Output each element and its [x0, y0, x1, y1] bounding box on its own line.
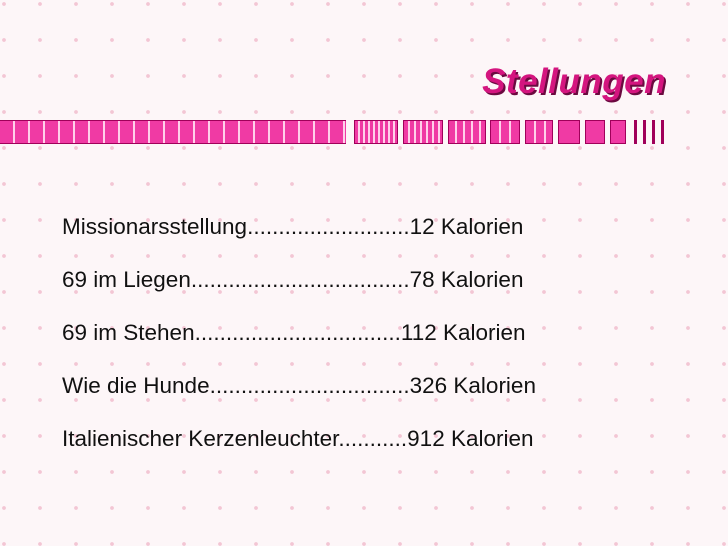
list-item: Italienischer Kerzenleuchter...........9…	[62, 426, 534, 451]
stripe-segment	[354, 120, 398, 144]
stripe-line	[661, 120, 664, 144]
stripe-segment	[403, 120, 443, 144]
stripe-segment	[525, 120, 553, 144]
stripe-segment	[610, 120, 626, 144]
decorative-stripe-bar	[0, 120, 668, 144]
stripe-segment	[585, 120, 605, 144]
list-item: 69 im Liegen............................…	[62, 267, 524, 292]
stripe-segment	[448, 120, 486, 144]
stripe-line	[634, 120, 637, 144]
list-item: 69 im Stehen............................…	[62, 320, 526, 345]
stripe-line	[643, 120, 646, 144]
list-item: Missionarsstellung......................…	[62, 214, 524, 239]
stripe-bar-main	[0, 120, 346, 144]
slide-title: Stellungen	[482, 62, 666, 101]
stripe-segment	[558, 120, 580, 144]
stripe-line	[652, 120, 655, 144]
stripe-segment	[490, 120, 520, 144]
list-item: Wie die Hunde...........................…	[62, 373, 536, 398]
calorie-list: Missionarsstellung......................…	[62, 200, 536, 465]
